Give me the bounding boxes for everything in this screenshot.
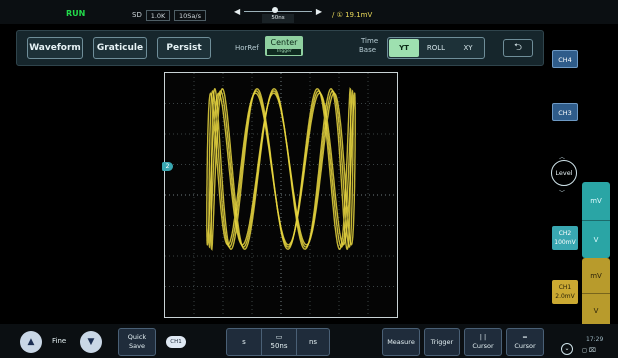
system-icons: ◻ ⌧ [582, 347, 596, 354]
horref-label: HorRef [235, 44, 259, 52]
ch2-scale-v-button[interactable]: V [582, 220, 610, 258]
horizontal-cursor-button[interactable]: ═ Cursor [506, 328, 544, 356]
vertical-cursor-icon: | | [479, 333, 487, 341]
timebase-label: Time [361, 37, 379, 45]
fine-down-icon[interactable]: ▼ [80, 331, 102, 353]
ch3-button[interactable]: CH3 [552, 103, 578, 121]
horizontal-cursor-icon: ═ [523, 333, 527, 341]
persist-button[interactable]: Persist [157, 37, 211, 59]
lissajous-pass [206, 92, 356, 246]
ch1-button[interactable]: CH1 2.0mV [552, 280, 578, 304]
ch2-offset-marker[interactable]: 2 [162, 162, 173, 171]
ch1-scale-control: mV V [582, 258, 610, 328]
lissajous-trace [206, 87, 356, 251]
ch1-scale: 2.0mV [555, 293, 575, 300]
trigger-label: Trigger [430, 338, 454, 346]
level-knob[interactable]: Level [551, 160, 577, 186]
vertical-cursor-label: Cursor [472, 342, 494, 350]
acq-mode: SD [132, 11, 142, 19]
unit-value-display: ▭ 50ns [261, 329, 297, 355]
unit-s-button[interactable]: s [242, 338, 246, 346]
timebase-mode-group: YT ROLL XY [387, 37, 485, 59]
run-status[interactable]: RUN [66, 9, 86, 18]
quick-save-label-1: Quick [127, 333, 147, 341]
lissajous-pass [208, 89, 354, 249]
timebase-readout: 50ns [262, 14, 294, 23]
clock: 17:29 [586, 336, 604, 343]
timebase-unit-group: s ▭ 50ns ns [226, 328, 330, 356]
waveform-button[interactable]: Waveform [27, 37, 83, 59]
status-bar: RUN SD 1.0K 10Sa/s ◀ 50ns ▶ / ① 19.1mV [0, 0, 618, 24]
horref-value: Center [270, 38, 298, 47]
return-icon[interactable]: ⮌ [503, 39, 533, 57]
trigger-button[interactable]: Trigger [424, 328, 460, 356]
left-arrow-icon[interactable]: ◀ [234, 7, 241, 16]
fine-label: Fine [52, 337, 67, 345]
quick-save-label-2: Save [129, 342, 145, 350]
bottom-toolbar: ▲ Fine ▼ Quick Save CH1 s ▭ 50ns ns Measu… [0, 324, 618, 358]
horref-sub: Trigger [267, 49, 301, 55]
horizontal-cursor-label: Cursor [514, 342, 536, 350]
ch4-button[interactable]: CH4 [552, 50, 578, 68]
fine-up-icon[interactable]: ▲ [20, 331, 42, 353]
vertical-cursor-button[interactable]: | | Cursor [464, 328, 502, 356]
ch1-scale-mv-button[interactable]: mV [590, 271, 602, 280]
unit-value: 50ns [270, 342, 288, 350]
quick-save-button[interactable]: Quick Save [118, 328, 156, 356]
ch1-scale-v-button[interactable]: V [582, 293, 610, 328]
unit-ns-button[interactable]: ns [308, 338, 318, 346]
ch2-scale-mv-button[interactable]: mV [590, 197, 602, 205]
measure-button[interactable]: Measure [382, 328, 420, 356]
timebase-roll[interactable]: ROLL [426, 44, 446, 52]
collapse-icon[interactable]: ⌄ [561, 343, 573, 355]
ch1-name: CH1 [558, 284, 572, 291]
slider-knob[interactable] [272, 7, 278, 13]
xy-plot-svg [165, 73, 397, 317]
ch2-name: CH2 [558, 230, 572, 237]
level-down-icon[interactable]: ﹀ [559, 190, 566, 197]
horref-center-button[interactable]: Center Trigger [265, 36, 303, 56]
memory-depth: 1.0K [146, 10, 170, 21]
slider-track [244, 11, 312, 12]
channel-save-icon[interactable]: CH1 [166, 336, 186, 348]
timebase-yt[interactable]: YT [389, 39, 419, 57]
ch2-button[interactable]: CH2 100mV [552, 226, 578, 250]
timebase-label-2: Base [359, 46, 377, 54]
timebase-position-slider[interactable]: ◀ 50ns ▶ [234, 6, 322, 23]
right-arrow-icon[interactable]: ▶ [315, 7, 322, 16]
display-menu-bar: Waveform Graticule Persist HorRef Center… [16, 30, 544, 66]
xy-plot-area[interactable] [164, 72, 398, 318]
measure-label: Measure [387, 338, 415, 346]
timebase-xy[interactable]: XY [463, 44, 473, 52]
sample-rate: 10Sa/s [174, 10, 206, 21]
ch2-scale: 100mV [554, 239, 576, 246]
ch2-scale-control: mV V [582, 182, 610, 258]
keypad-icon: ▭ [275, 333, 283, 341]
level-up-icon[interactable]: ︿ [559, 154, 566, 161]
graticule-button[interactable]: Graticule [93, 37, 147, 59]
trigger-readout[interactable]: / ① 19.1mV [332, 11, 373, 19]
